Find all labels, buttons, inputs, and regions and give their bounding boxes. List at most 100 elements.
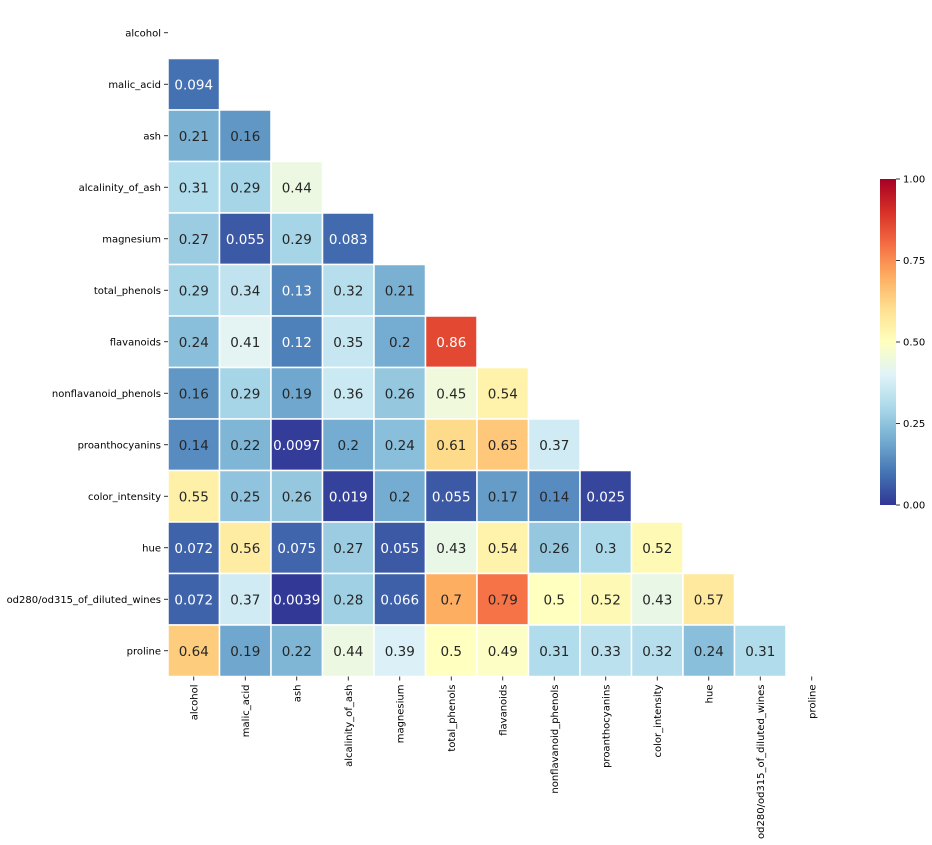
- colorbar-tick-label: 1.00: [903, 175, 925, 186]
- cell-value-label: 0.094: [174, 77, 213, 93]
- heatmap-cell: [579, 624, 633, 678]
- cell-value-label: 0.14: [539, 489, 569, 505]
- heatmap-cell: [321, 263, 375, 317]
- cell-value-label: 0.24: [385, 438, 415, 454]
- heatmap-cell: [682, 572, 736, 626]
- y-tick-label: proline: [127, 646, 161, 657]
- heatmap-cell: [270, 521, 324, 575]
- heatmap-cell: [476, 624, 530, 678]
- cell-value-label: 0.43: [642, 592, 672, 608]
- cell-value-label: 0.44: [333, 644, 363, 660]
- cell-value-label: 0.29: [230, 180, 260, 196]
- heatmap-cell: [321, 521, 375, 575]
- heatmap-cell: [424, 521, 478, 575]
- heatmap-cell: [527, 418, 581, 472]
- x-tick-label: flavanoids: [498, 685, 509, 736]
- heatmap-cell: [167, 366, 221, 420]
- heatmap-cell: [321, 212, 375, 266]
- cell-value-label: 0.5: [544, 592, 565, 608]
- heatmap-cell: [167, 624, 221, 678]
- heatmap-cell: [579, 521, 633, 575]
- cell-value-label: 0.29: [282, 232, 312, 248]
- x-tick-label: proanthocyanins: [601, 685, 612, 768]
- cell-value-label: 0.14: [179, 438, 209, 454]
- heatmap-cell: [270, 418, 324, 472]
- cell-value-label: 0.019: [329, 489, 368, 505]
- heatmap-cell: [424, 366, 478, 420]
- cell-value-label: 0.26: [539, 541, 569, 557]
- heatmap-cell: [682, 624, 736, 678]
- heatmap-cell: [321, 315, 375, 369]
- y-tick-label: hue: [142, 543, 161, 554]
- x-tick-label: malic_acid: [241, 685, 252, 738]
- cell-value-label: 0.37: [539, 438, 569, 454]
- cell-value-label: 0.41: [230, 335, 260, 351]
- heatmap-cell: [373, 315, 427, 369]
- cell-value-label: 0.083: [329, 232, 368, 248]
- cell-value-label: 0.31: [539, 644, 569, 660]
- cell-value-label: 0.24: [694, 644, 724, 660]
- x-tick-label: hue: [704, 685, 715, 704]
- y-tick-label: od280/od315_of_diluted_wines: [7, 595, 161, 606]
- heatmap-cell: [218, 263, 272, 317]
- y-tick-label: magnesium: [102, 234, 161, 245]
- heatmap-cells: 0.094 0.21 0.16 0.31 0.29 0.44 0.27 0.055 0.29 0.…: [167, 57, 787, 678]
- cell-value-label: 0.34: [230, 283, 260, 299]
- cell-value-label: 0.32: [333, 283, 363, 299]
- heatmap-cell: [270, 160, 324, 214]
- heatmap-cell: [630, 521, 684, 575]
- heatmap-cell: [167, 572, 221, 626]
- cell-value-label: 0.45: [436, 386, 466, 402]
- cell-value-label: 0.2: [338, 438, 359, 454]
- heatmap-cell: [270, 624, 324, 678]
- cell-value-label: 0.39: [385, 644, 415, 660]
- heatmap-cell: [424, 315, 478, 369]
- cell-value-label: 0.2: [389, 489, 410, 505]
- cell-value-label: 0.055: [380, 541, 419, 557]
- cell-value-label: 0.28: [333, 592, 363, 608]
- x-tick-label: ash: [292, 685, 303, 703]
- cell-value-label: 0.19: [230, 644, 260, 660]
- heatmap-cell: [167, 469, 221, 523]
- heatmap-cell: [630, 624, 684, 678]
- cell-value-label: 0.21: [179, 129, 209, 145]
- x-tick-label: nonflavanoid_phenols: [550, 685, 561, 794]
- cell-value-label: 0.072: [174, 541, 213, 557]
- heatmap-cell: [579, 572, 633, 626]
- cell-value-label: 0.5: [441, 644, 462, 660]
- cell-value-label: 0.21: [385, 283, 415, 299]
- cell-value-label: 0.61: [436, 438, 466, 454]
- heatmap-cell: [167, 521, 221, 575]
- heatmap-cell: [476, 366, 530, 420]
- heatmap-cell: [424, 624, 478, 678]
- x-axis-tick-labels: alcohol malic_acid ash alcalinity_of_ash mag…: [189, 676, 818, 839]
- cell-value-label: 0.86: [436, 335, 466, 351]
- cell-value-label: 0.19: [282, 386, 312, 402]
- cell-value-label: 0.57: [694, 592, 724, 608]
- cell-value-label: 0.31: [179, 180, 209, 196]
- heatmap-cell: [373, 521, 427, 575]
- cell-value-label: 0.075: [277, 541, 316, 557]
- colorbar-tick-labels: 0.00 0.25 0.50 0.75 1.00: [896, 175, 925, 512]
- x-tick-label: alcohol: [189, 685, 200, 721]
- heatmap-cell: [270, 315, 324, 369]
- cell-value-label: 0.79: [488, 592, 518, 608]
- colorbar-tick-label: 0.50: [903, 338, 925, 349]
- y-tick-label: ash: [143, 131, 161, 142]
- colorbar-tick-label: 0.00: [903, 501, 925, 512]
- cell-value-label: 0.22: [230, 438, 260, 454]
- cell-value-label: 0.16: [179, 386, 209, 402]
- cell-value-label: 0.56: [230, 541, 260, 557]
- cell-value-label: 0.27: [333, 541, 363, 557]
- heatmap-cell: [733, 624, 787, 678]
- cell-value-label: 0.066: [380, 592, 419, 608]
- y-tick-label: malic_acid: [108, 80, 161, 91]
- cell-value-label: 0.26: [385, 386, 415, 402]
- cell-value-label: 0.33: [591, 644, 621, 660]
- cell-value-label: 0.32: [642, 644, 672, 660]
- cell-value-label: 0.65: [488, 438, 518, 454]
- y-tick-label: proanthocyanins: [78, 440, 161, 451]
- cell-value-label: 0.3: [595, 541, 616, 557]
- cell-value-label: 0.17: [488, 489, 518, 505]
- cell-value-label: 0.29: [179, 283, 209, 299]
